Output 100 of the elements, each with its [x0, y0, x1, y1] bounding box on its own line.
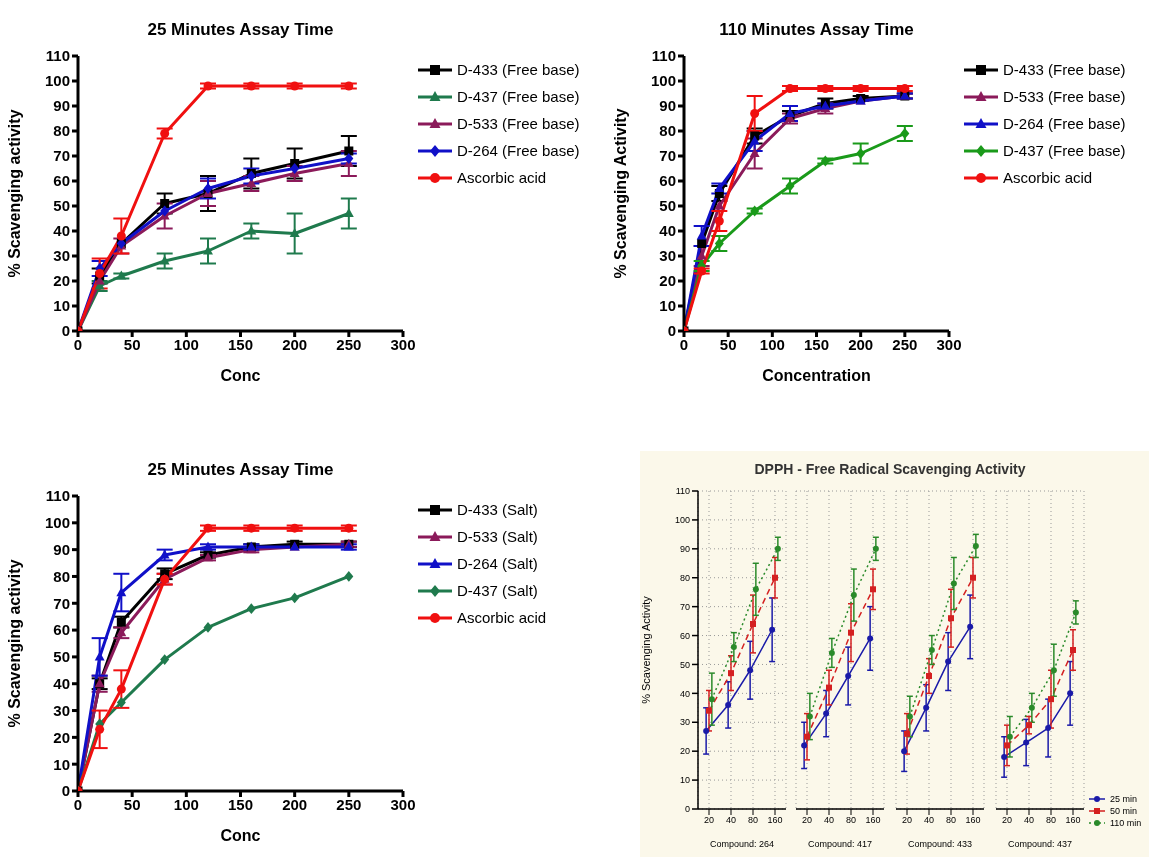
- legend-label: 50 min: [1110, 806, 1138, 816]
- x-tick-label: 100: [759, 335, 785, 353]
- x-tick-label: 40: [823, 815, 835, 826]
- y-tick-label: 40: [53, 675, 70, 693]
- x-axis-title: Compound: 437: [1007, 839, 1073, 849]
- y-tick-label: 100: [44, 72, 70, 90]
- chart-title: 110 Minutes Assay Time: [718, 20, 915, 40]
- x-tick-label: 100: [173, 795, 199, 813]
- legend-label: D-533 (Salt): [457, 528, 538, 545]
- legend-label: D-264 (Free base): [1003, 115, 1126, 132]
- y-tick-label: 0: [667, 322, 676, 340]
- y-tick-label: 110: [45, 47, 70, 65]
- x-axis-title: Conc: [220, 367, 261, 384]
- legend-label: D-437 (Free base): [457, 88, 580, 105]
- legend-label: D-433 (Free base): [1003, 61, 1126, 78]
- y-tick-label: 80: [659, 122, 676, 140]
- y-tick-label: 50: [53, 197, 70, 215]
- legend-label: D-433 (Free base): [457, 61, 580, 78]
- x-tick-label: 0: [73, 335, 83, 353]
- y-tick-label: 30: [53, 701, 70, 719]
- y-tick-label: 0: [61, 322, 70, 340]
- x-tick-label: 50: [123, 795, 141, 813]
- legend-label: D-437 (Free base): [1003, 142, 1126, 159]
- x-axis-title: Compound: 417: [807, 839, 873, 849]
- y-tick-label: 110: [651, 47, 676, 65]
- x-tick-label: 250: [336, 795, 362, 813]
- x-tick-label: 200: [282, 795, 308, 813]
- legend-label: D-437 (Salt): [457, 582, 538, 599]
- legend-label: 25 min: [1110, 794, 1138, 804]
- x-tick-label: 300: [390, 795, 416, 813]
- y-tick-label: 40: [679, 688, 690, 699]
- x-tick-label: 50: [123, 335, 141, 353]
- y-tick-label: 10: [53, 297, 70, 315]
- x-tick-label: 80: [1045, 815, 1057, 826]
- y-axis-title: % Scavenging activity: [5, 559, 23, 728]
- y-tick-label: 10: [53, 755, 70, 773]
- y-tick-label: 90: [679, 544, 690, 555]
- legend-label: D-433 (Salt): [457, 501, 538, 518]
- y-tick-label: 70: [679, 601, 690, 612]
- y-tick-label: 50: [659, 197, 676, 215]
- y-tick-label: 10: [679, 775, 690, 786]
- y-tick-label: 90: [53, 540, 70, 558]
- y-tick-label: 70: [659, 147, 676, 165]
- text: DPPH - Free Radical Scavenging Activity: [753, 460, 1027, 477]
- y-tick-label: 70: [53, 147, 70, 165]
- y-tick-label: 70: [53, 594, 70, 612]
- y-tick-label: 30: [53, 247, 70, 265]
- y-tick-label: 50: [679, 659, 690, 670]
- y-tick-label: 60: [53, 172, 70, 190]
- x-axis-title: Compound: 264: [709, 839, 775, 849]
- legend-label: Ascorbic acid: [457, 169, 547, 186]
- x-tick-label: 40: [923, 815, 935, 826]
- y-axis-title: % Scavenging Activity: [639, 595, 652, 704]
- y-tick-label: 90: [659, 97, 676, 115]
- legend-label: D-533 (Free base): [457, 115, 580, 132]
- y-tick-label: 10: [659, 297, 676, 315]
- x-tick-label: 20: [703, 815, 715, 826]
- y-tick-label: 80: [53, 122, 70, 140]
- x-tick-label: 160: [865, 815, 881, 826]
- x-tick-label: 20: [801, 815, 813, 826]
- chart-title: 25 Minutes Assay Time: [146, 460, 335, 480]
- legend-label: D-264 (Free base): [457, 142, 580, 159]
- legend-label: Ascorbic acid: [457, 609, 547, 626]
- legend-label: 110 min: [1110, 818, 1142, 828]
- x-tick-label: 0: [73, 795, 83, 813]
- y-tick-label: 80: [679, 572, 690, 583]
- y-tick-label: 60: [679, 630, 690, 641]
- x-axis-title: Compound: 433: [907, 839, 973, 849]
- y-tick-label: 20: [53, 728, 70, 746]
- x-tick-label: 200: [282, 335, 308, 353]
- y-tick-label: 60: [659, 172, 676, 190]
- x-tick-label: 160: [1065, 815, 1081, 826]
- y-tick-label: 110: [45, 487, 70, 505]
- x-axis-title: Concentration: [762, 367, 871, 384]
- y-tick-label: 40: [659, 222, 676, 240]
- y-tick-label: 0: [61, 782, 70, 800]
- y-tick-label: 60: [53, 621, 70, 639]
- y-tick-label: 90: [53, 97, 70, 115]
- y-axis-title: % Scavenging activity: [5, 109, 23, 278]
- x-tick-label: 20: [901, 815, 913, 826]
- legend-label: D-264 (Salt): [457, 555, 538, 572]
- x-tick-label: 100: [173, 335, 199, 353]
- y-tick-label: 100: [44, 514, 70, 532]
- x-tick-label: 250: [892, 335, 918, 353]
- x-tick-label: 300: [936, 335, 962, 353]
- y-tick-label: 20: [659, 272, 676, 290]
- x-tick-label: 200: [848, 335, 874, 353]
- y-tick-label: 20: [53, 272, 70, 290]
- x-tick-label: 150: [227, 795, 254, 813]
- x-axis-title: Conc: [220, 827, 261, 844]
- x-tick-label: 40: [1023, 815, 1035, 826]
- x-tick-label: 150: [803, 335, 830, 353]
- x-tick-label: 300: [390, 335, 416, 353]
- x-tick-label: 160: [767, 815, 783, 826]
- x-tick-label: 40: [725, 815, 737, 826]
- x-tick-label: 150: [227, 335, 254, 353]
- x-tick-label: 80: [845, 815, 857, 826]
- y-tick-label: 80: [53, 567, 70, 585]
- y-tick-label: 30: [659, 247, 676, 265]
- x-tick-label: 80: [747, 815, 759, 826]
